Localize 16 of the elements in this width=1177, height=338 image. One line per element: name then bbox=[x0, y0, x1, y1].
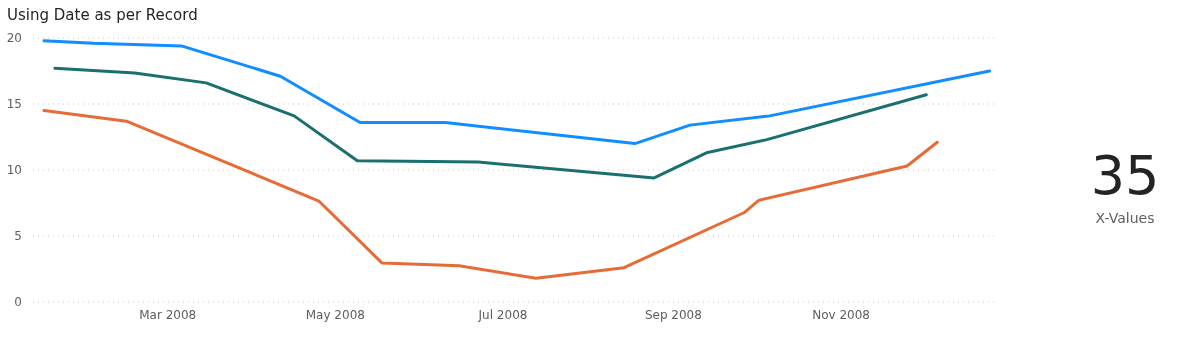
x-tick-label: Mar 2008 bbox=[139, 308, 197, 322]
chart-title: Using Date as per Record bbox=[7, 6, 198, 24]
x-tick-label: Jul 2008 bbox=[477, 308, 528, 322]
y-tick-label: 15 bbox=[6, 97, 22, 112]
x-tick-label: May 2008 bbox=[305, 308, 365, 322]
y-tick-label: 0 bbox=[14, 295, 22, 310]
line-series bbox=[53, 66, 928, 180]
x-tick-label: Sep 2008 bbox=[644, 308, 702, 322]
y-tick-label: 10 bbox=[6, 163, 22, 178]
line-series bbox=[42, 109, 939, 280]
y-tick-label: 5 bbox=[14, 229, 22, 244]
y-tick-label: 20 bbox=[6, 31, 22, 46]
line-series bbox=[42, 39, 991, 146]
x-tick-label: Nov 2008 bbox=[812, 308, 870, 322]
text: X-Values bbox=[1095, 210, 1155, 226]
text: 35 bbox=[1090, 144, 1160, 207]
